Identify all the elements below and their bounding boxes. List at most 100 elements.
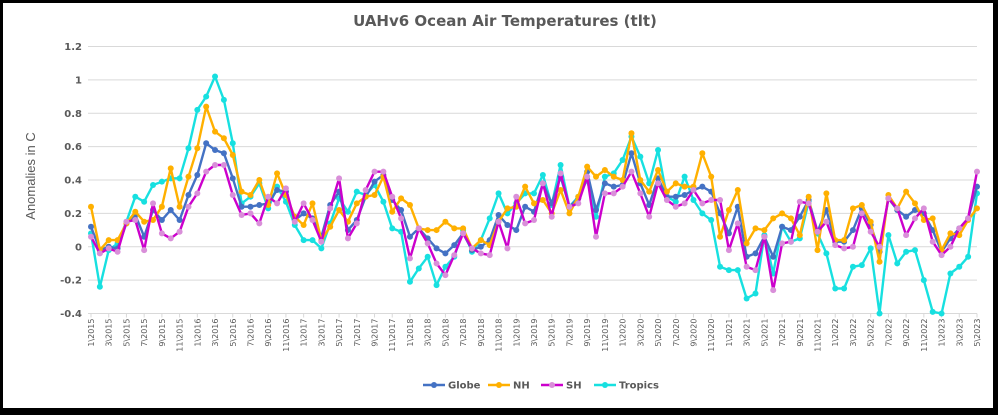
data-point — [318, 238, 325, 245]
data-point — [593, 207, 600, 214]
data-point — [185, 203, 192, 210]
data-point — [894, 260, 901, 267]
data-point — [389, 225, 396, 232]
data-point — [584, 163, 591, 170]
data-point — [619, 183, 626, 190]
data-point — [495, 218, 502, 225]
data-point — [965, 215, 972, 222]
data-point — [176, 228, 183, 235]
legend-item-sh[interactable]: SH — [541, 381, 582, 392]
x-tick-label: 3\2016 — [211, 319, 220, 347]
legend-label: NH — [513, 381, 530, 392]
data-point — [114, 237, 121, 244]
data-point — [203, 140, 210, 147]
x-tick-label: 5\2018 — [441, 319, 450, 347]
x-tick-label: 11\2019 — [601, 319, 610, 352]
data-point — [867, 228, 874, 235]
data-point — [867, 245, 874, 252]
data-point — [761, 233, 768, 240]
legend-item-globe[interactable]: Globe — [423, 381, 481, 392]
data-point — [566, 210, 573, 217]
data-point — [451, 225, 458, 232]
data-point — [167, 235, 174, 242]
data-point — [708, 197, 715, 204]
data-point — [655, 166, 662, 173]
data-point — [938, 252, 945, 259]
data-point — [832, 242, 839, 249]
data-point — [672, 198, 679, 205]
data-point — [903, 213, 910, 220]
x-tick-label: 9\2019 — [583, 319, 592, 347]
data-point — [150, 200, 157, 207]
data-point — [132, 193, 139, 200]
data-point — [460, 230, 467, 237]
data-point — [406, 278, 413, 285]
y-tick-label: 0 — [75, 242, 82, 253]
data-point — [353, 188, 360, 195]
data-point — [548, 213, 555, 220]
data-point — [495, 190, 502, 197]
data-point — [380, 168, 387, 175]
x-tick-label: 9\2016 — [264, 319, 273, 347]
data-point — [185, 145, 192, 152]
x-tick-label: 11\2021 — [814, 319, 823, 352]
data-point — [841, 285, 848, 292]
data-point — [424, 240, 431, 247]
x-tick-label: 9\2015 — [158, 319, 167, 347]
data-point — [282, 185, 289, 192]
y-axis-ticks: 1.2 1 0.8 0.6 0.4 0.2 0 -0.2 -0.4 — [60, 42, 82, 320]
x-tick-label: 5\2016 — [229, 319, 238, 347]
data-point — [194, 145, 201, 152]
data-point — [849, 205, 856, 212]
data-point — [717, 233, 724, 240]
x-tick-label: 3\2015 — [105, 319, 114, 347]
series-sh — [88, 161, 980, 294]
x-tick-label: 1\2019 — [512, 319, 521, 347]
data-point — [628, 130, 635, 137]
y-tick-label: 0.6 — [64, 142, 82, 153]
x-tick-label: 9\2018 — [477, 319, 486, 347]
data-point — [398, 195, 405, 202]
data-point — [477, 243, 484, 250]
data-point — [796, 232, 803, 239]
data-point — [841, 245, 848, 252]
x-tick-label: 7\2019 — [565, 319, 574, 347]
data-point — [849, 263, 856, 270]
data-point — [504, 222, 511, 229]
data-point — [256, 177, 263, 183]
data-point — [185, 192, 192, 199]
data-point — [601, 190, 608, 197]
legend-item-nh[interactable]: NH — [488, 381, 530, 392]
data-point — [699, 210, 706, 217]
data-point — [610, 173, 617, 180]
legend: Globe NH SH Tropics — [423, 381, 659, 392]
data-point — [903, 248, 910, 255]
x-tick-label: 9\2020 — [689, 319, 698, 347]
legend-marker-icon — [496, 382, 502, 388]
legend-item-tropics[interactable]: Tropics — [594, 381, 659, 392]
legend-marker-icon — [431, 382, 437, 388]
legend-label: Tropics — [619, 381, 659, 392]
series-nh — [88, 103, 980, 265]
data-point — [229, 175, 236, 182]
data-point — [256, 220, 263, 227]
data-point — [956, 225, 963, 232]
data-point — [300, 200, 307, 207]
data-point — [929, 215, 936, 222]
data-point — [141, 198, 148, 205]
data-point — [105, 237, 112, 244]
data-point — [371, 168, 378, 175]
data-point — [717, 263, 724, 270]
data-point — [734, 220, 741, 227]
y-tick-label: 0.8 — [64, 109, 82, 120]
y-axis-label: Anomalies in C — [23, 132, 38, 219]
data-point — [725, 247, 732, 254]
data-point — [141, 247, 148, 254]
x-tick-label: 7\2015 — [140, 319, 149, 347]
data-point — [655, 180, 662, 187]
x-tick-label: 11\2018 — [495, 319, 504, 352]
data-point — [584, 173, 591, 180]
data-point — [681, 183, 688, 190]
x-tick-label: 1\2017 — [300, 319, 309, 347]
data-point — [974, 168, 980, 175]
